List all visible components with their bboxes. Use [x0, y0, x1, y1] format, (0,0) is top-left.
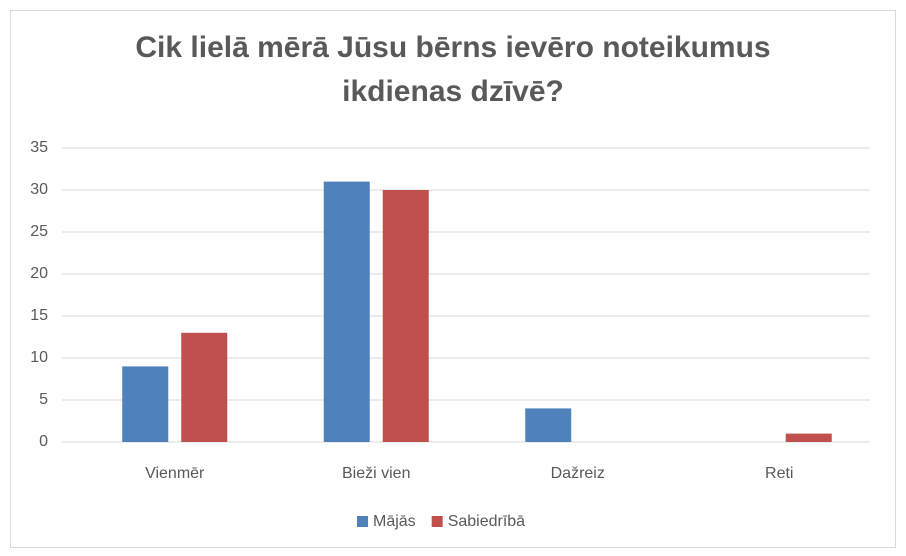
chart-border — [10, 10, 896, 548]
bar — [525, 408, 572, 442]
legend-label: Sabiedrībā — [448, 513, 525, 530]
y-tick-label: 20 — [30, 265, 48, 282]
bar — [323, 181, 370, 442]
bar — [122, 366, 169, 442]
bar — [181, 332, 228, 442]
chart-title: Cik lielā mērā Jūsu bērns ievēro noteiku… — [135, 31, 771, 108]
x-tick-label: Vienmēr — [145, 465, 205, 482]
bar — [382, 190, 429, 442]
y-tick-label: 5 — [39, 391, 48, 408]
y-tick-label: 35 — [30, 139, 48, 156]
y-tick-label: 0 — [39, 433, 48, 450]
y-tick-label: 25 — [30, 223, 48, 240]
x-tick-label: Dažreiz — [551, 465, 605, 482]
bar — [785, 433, 832, 442]
legend-label: Mājās — [373, 513, 416, 530]
y-tick-label: 10 — [30, 349, 48, 366]
y-tick-label: 15 — [30, 307, 48, 324]
x-tick-label: Reti — [765, 465, 793, 482]
legend-swatch — [431, 516, 443, 527]
legend-swatch — [357, 516, 368, 527]
x-tick-label: Bieži vien — [342, 465, 410, 482]
y-tick-label: 30 — [30, 181, 48, 198]
